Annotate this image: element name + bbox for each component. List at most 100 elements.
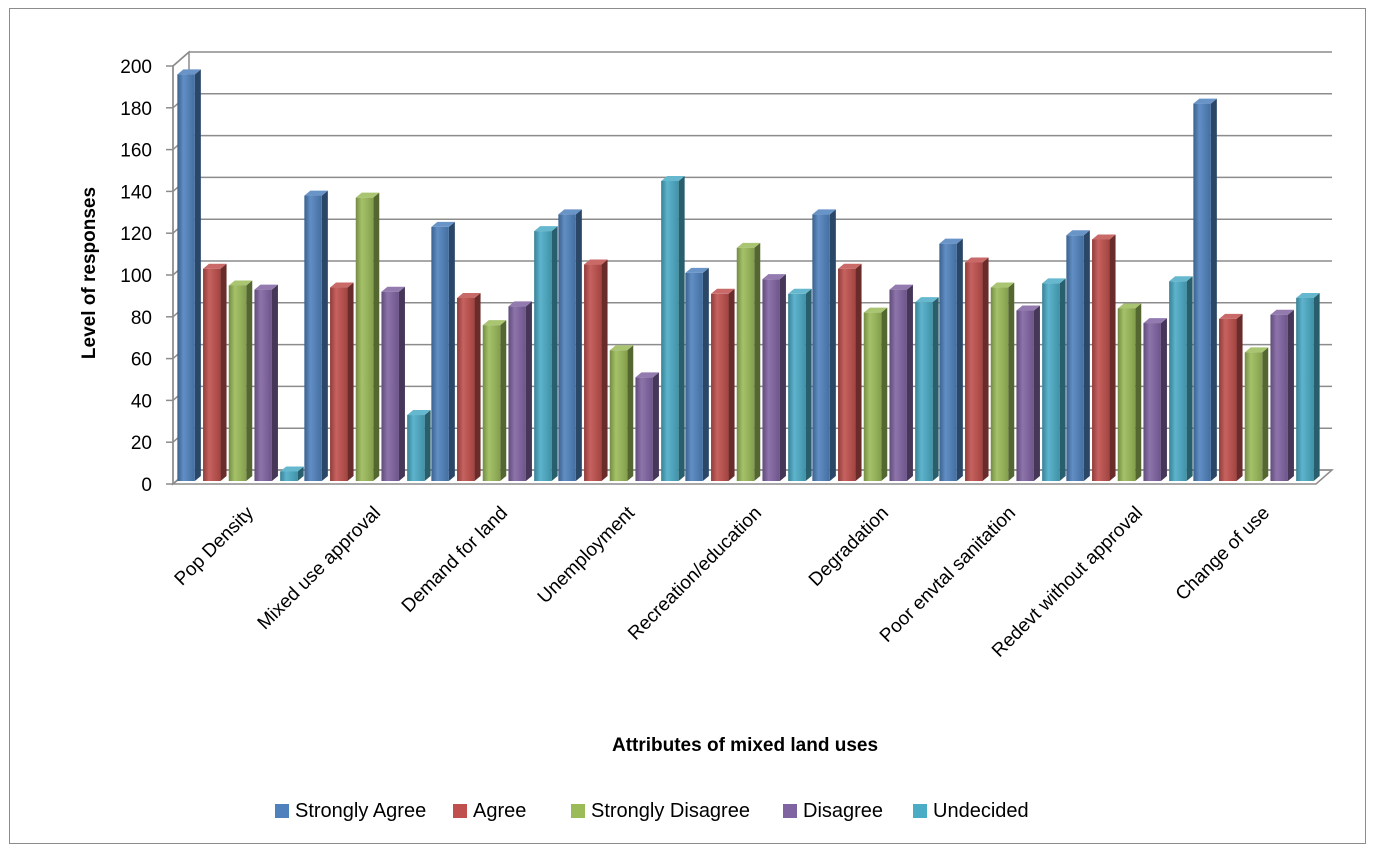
bar-top: [534, 226, 558, 232]
gridlines: [166, 51, 1332, 485]
bar-front: [609, 350, 628, 481]
bar-side: [779, 274, 786, 481]
bar: [584, 259, 608, 481]
bar-top: [407, 410, 431, 416]
bar-front: [788, 293, 806, 481]
bar-side: [398, 286, 405, 481]
bar: [254, 284, 278, 481]
bar: [1296, 292, 1320, 481]
bar-front: [381, 291, 399, 481]
bar-side: [1262, 347, 1269, 481]
y-tick-label: 60: [131, 350, 152, 371]
bar-side: [829, 209, 836, 481]
bar-top: [1193, 98, 1217, 104]
bar: [788, 288, 812, 481]
bar-side: [1186, 276, 1193, 481]
bar-front: [762, 279, 780, 481]
bar-top: [990, 282, 1015, 288]
bar-side: [525, 301, 532, 481]
bar-front: [177, 74, 195, 482]
x-axis-title: Attributes of mixed land uses: [612, 735, 878, 756]
bar: [1016, 305, 1040, 481]
bar-top: [915, 297, 939, 303]
bar: [1169, 276, 1193, 481]
bar-top: [812, 209, 836, 215]
bar: [304, 190, 328, 481]
bar-front: [889, 289, 907, 481]
bar-front: [1066, 235, 1084, 481]
bar-front: [304, 195, 322, 481]
bar-front: [355, 197, 374, 482]
bar-side: [246, 280, 253, 481]
bar-top: [1244, 347, 1269, 353]
bar-side: [1287, 309, 1294, 481]
bar-side: [652, 372, 659, 481]
bar-front: [965, 262, 983, 481]
y-tick-label: 120: [120, 224, 152, 245]
bar-side: [855, 263, 862, 481]
legend-item: Strongly Disagree: [571, 800, 750, 822]
bar: [1092, 234, 1116, 481]
bar-top: [1016, 305, 1040, 311]
bar-side: [1083, 230, 1090, 481]
bar-side: [1313, 292, 1320, 481]
bar: [1143, 318, 1167, 481]
legend-label: Undecided: [933, 800, 1029, 822]
bar-side: [474, 292, 481, 481]
bar-front: [584, 264, 602, 481]
bar-front: [736, 247, 755, 481]
bar: [661, 175, 685, 481]
legend-label: Agree: [473, 800, 526, 822]
legend-label: Disagree: [803, 800, 883, 822]
bar: [177, 69, 201, 482]
bar-side: [956, 238, 963, 481]
bar-top: [1092, 234, 1116, 240]
bar: [915, 297, 939, 481]
bar-front: [711, 293, 729, 481]
bar: [1270, 309, 1294, 481]
bar-front: [990, 287, 1009, 481]
bar-side: [1160, 318, 1167, 481]
bar: [939, 238, 963, 481]
bar: [762, 274, 786, 481]
bar-side: [805, 288, 812, 481]
legend-item: Disagree: [783, 800, 883, 822]
bar-front: [1244, 352, 1263, 481]
bar-front: [534, 231, 552, 481]
bar-side: [1033, 305, 1040, 481]
x-tick-label: Pop Density: [171, 502, 259, 590]
bar-side: [1109, 234, 1116, 481]
bar-front: [457, 297, 475, 481]
bar-side: [1236, 313, 1243, 481]
bar-top: [355, 192, 380, 198]
bar-front: [812, 214, 830, 481]
bar-side: [627, 345, 634, 481]
bar-side: [881, 307, 888, 481]
legend-swatch: [275, 804, 289, 818]
bar-side: [932, 297, 939, 481]
x-tick-label: Demand for land: [398, 503, 512, 617]
bar-top: [330, 282, 354, 288]
bar: [534, 226, 558, 481]
y-tick-label: 0: [141, 475, 152, 496]
bar-front: [330, 287, 348, 481]
legend-item: Strongly Agree: [275, 800, 426, 822]
bar-front: [1143, 323, 1161, 481]
bar: [457, 292, 481, 481]
bar-top: [254, 284, 278, 290]
bar-top: [711, 288, 735, 294]
y-tick-label: 80: [131, 308, 152, 329]
bar: [965, 257, 989, 481]
legend: Strongly Agree Agree Strongly Disagree Disa…: [275, 800, 1029, 822]
bar-side: [321, 190, 328, 481]
y-tick-labels: 0 20 40 60 80 100 120 140 160 180 200: [120, 57, 152, 496]
bar: [863, 307, 888, 481]
bar: [203, 263, 227, 481]
bar: [685, 267, 709, 481]
bar: [228, 280, 253, 481]
bar-top: [457, 292, 481, 298]
bar-top: [558, 209, 582, 215]
bar-top: [203, 263, 227, 269]
